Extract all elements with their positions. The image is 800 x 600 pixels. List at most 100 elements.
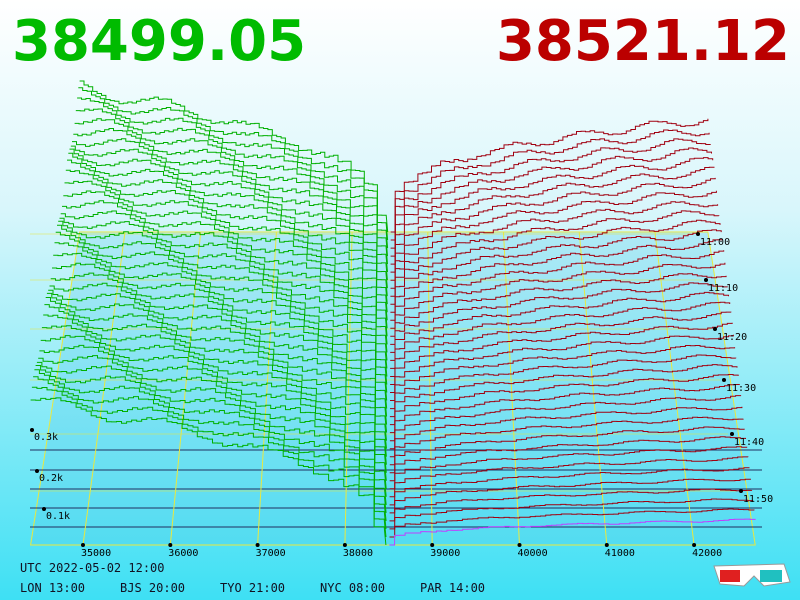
tick-dot [255, 543, 260, 547]
bid-depth-line [60, 210, 388, 353]
bid-depth-line [58, 220, 388, 369]
tick-dot [713, 327, 717, 331]
bid-depth-line [69, 148, 388, 297]
time-label: 11:40 [734, 437, 764, 448]
ask-depth-line [389, 384, 740, 442]
volume-label: 0.2k [39, 473, 63, 484]
ask-depth-line [390, 301, 731, 377]
tick-dot [730, 432, 734, 436]
tick-dot [604, 543, 609, 547]
ask-depth-line [390, 177, 716, 281]
time-label: 11:50 [743, 494, 773, 505]
bid-depth-line [54, 242, 388, 393]
zone-time: NYC 08:00 [320, 581, 385, 595]
bid-depth-line [59, 217, 388, 361]
price-grid-line [257, 231, 277, 546]
ask-depth-line [390, 157, 714, 265]
ask-depth-line [389, 406, 743, 458]
price-grid-line [427, 231, 433, 546]
ask-depth-line [389, 446, 748, 490]
time-zones: LON 13:00 BJS 20:00 TYO 21:00 NYC 08:00 PAR … [20, 581, 485, 595]
price-grid-line [344, 231, 353, 546]
ask-depth-line [390, 166, 715, 273]
time-label: 11:00 [700, 237, 730, 248]
bid-depth-line [30, 397, 387, 546]
volume-label: 0.3k [34, 432, 58, 443]
ask-depth-line [389, 508, 755, 538]
bid-depth-line [74, 118, 388, 265]
bid-depth-line [39, 344, 387, 489]
ask-depth-line [390, 334, 734, 401]
price-label: 41000 [605, 548, 635, 559]
bid-depth-line [52, 262, 388, 409]
bid-depth-line [72, 138, 388, 281]
tick-dot [696, 232, 700, 236]
tick-dot [35, 469, 39, 473]
ask-depth-line [389, 518, 756, 546]
tick-dot [81, 543, 85, 547]
ask-depth-line [390, 129, 710, 241]
bid-depth-line [75, 108, 388, 257]
bid-depth-line [77, 97, 389, 249]
bid-price: 38499.05 [12, 9, 306, 74]
utc-time: UTC 2022-05-02 12:00 [20, 561, 165, 575]
ask-depth-line [390, 273, 727, 353]
tick-dot [704, 278, 708, 282]
ask-depth-line [389, 488, 753, 522]
ask-depth-line [390, 138, 711, 249]
bid-depth-line [70, 145, 388, 289]
ask-depth-line [390, 322, 733, 393]
bid-depth-line [49, 282, 388, 425]
tick-dot [517, 543, 522, 547]
bid-depth-line [46, 292, 387, 441]
price-label: 40000 [518, 548, 548, 559]
time-label: 11:20 [717, 332, 747, 343]
ask-depth-line [389, 364, 738, 426]
time-label: 11:10 [708, 283, 738, 294]
ask-depth-line [389, 426, 745, 474]
bid-depth-line [34, 369, 387, 521]
bid-depth-line [31, 386, 387, 538]
bid-depth-line [41, 325, 387, 473]
bid-depth-line [45, 297, 387, 449]
tick-dot [722, 378, 726, 382]
axis-labels: 35000 36000 37000 38000 39000 40000 41000 42000… [30, 232, 773, 559]
ask-depth-line [389, 374, 739, 434]
zone-time: BJS 20:00 [120, 581, 185, 595]
bid-depth-line [35, 365, 387, 513]
ask-depth-line [389, 467, 750, 506]
ask-depth-line [389, 436, 746, 482]
bid-depth-line [36, 361, 387, 505]
ask-depth-line [389, 478, 751, 514]
bid-depth-line [50, 272, 388, 417]
price-label: 38000 [343, 548, 373, 559]
ask-depth-line [390, 229, 722, 321]
bid-depth-line [68, 152, 388, 305]
tick-dot [692, 543, 697, 547]
tick-dot [430, 543, 435, 547]
ask-depth-line [390, 219, 721, 313]
bid-depth-line [44, 304, 387, 457]
ask-depth-line [390, 311, 732, 385]
time-label: 11:30 [726, 383, 756, 394]
bid-depth-line [55, 231, 388, 385]
bid-depth-line [48, 289, 388, 433]
ask-depth-line [390, 291, 729, 369]
bid-depth-line [79, 80, 389, 233]
depth-curves [30, 80, 756, 546]
ask-depth-line [390, 147, 712, 257]
bid-depth-line [65, 169, 388, 321]
ask-depth-line [389, 395, 742, 450]
bid-depth-line [64, 180, 388, 329]
tick-dot [42, 507, 46, 511]
tick-dot [342, 543, 347, 547]
ask-depth-line [390, 282, 728, 361]
ask-depth-line [390, 190, 717, 289]
bid-depth-line [78, 87, 389, 241]
tick-dot [739, 489, 743, 493]
price-grid-line [654, 231, 695, 546]
bid-depth-line [43, 314, 387, 465]
zone-time: LON 13:00 [20, 581, 85, 595]
bid-depth-line [62, 200, 388, 345]
zone-time: TYO 21:00 [220, 581, 285, 595]
